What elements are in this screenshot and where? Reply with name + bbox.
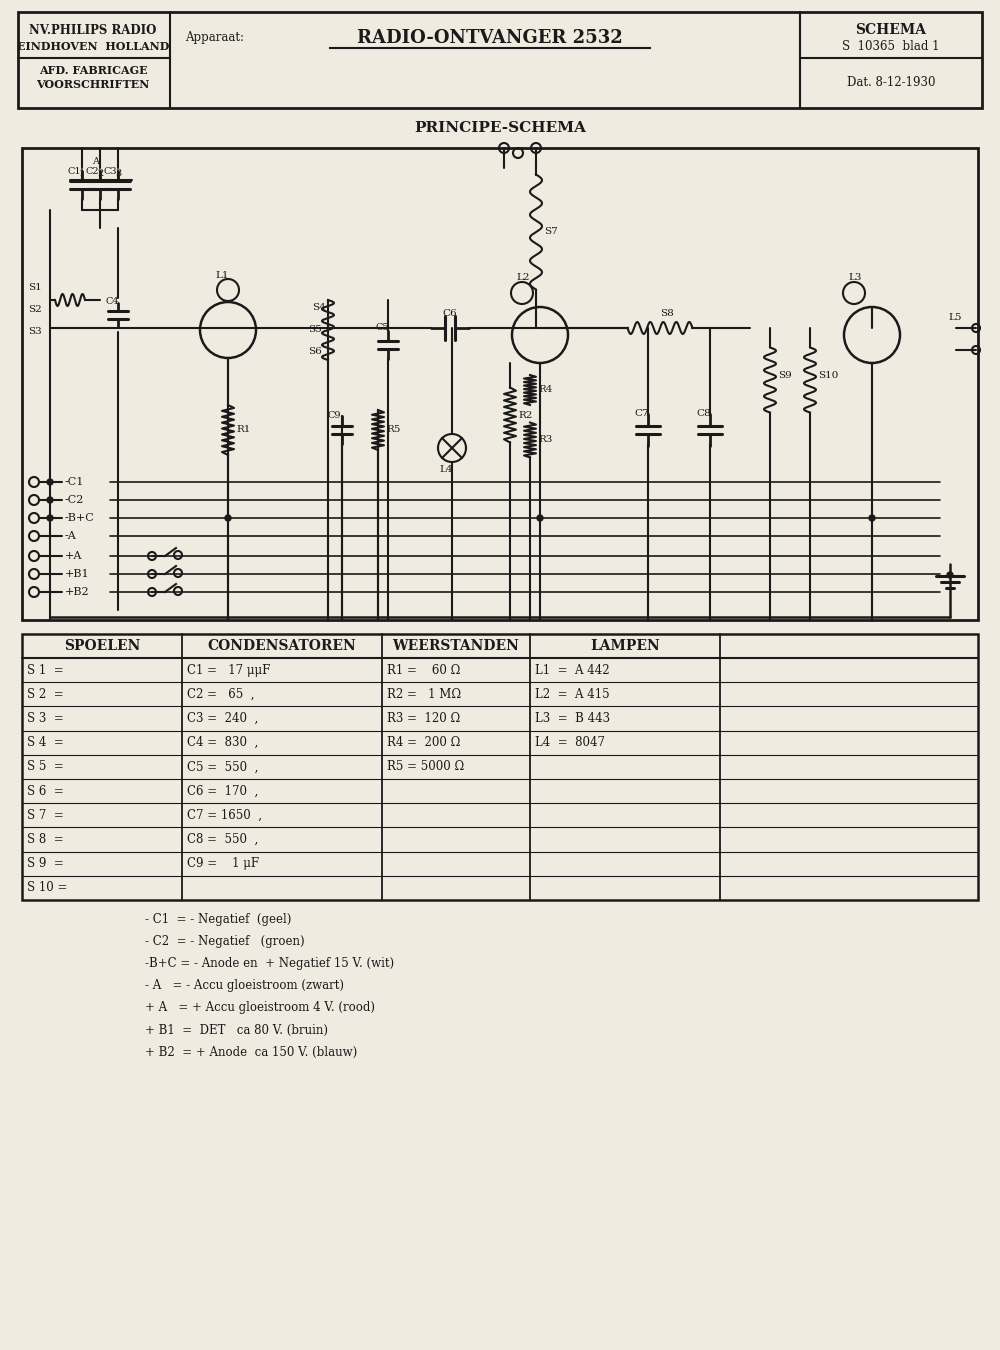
Text: CONDENSATOREN: CONDENSATOREN [208, 639, 356, 653]
Text: - C2  = - Negatief   (groen): - C2 = - Negatief (groen) [145, 936, 305, 949]
Text: S6: S6 [308, 347, 322, 356]
Text: S 5  =: S 5 = [27, 760, 64, 774]
Text: S5: S5 [308, 325, 322, 335]
Text: R2: R2 [518, 410, 532, 420]
Text: C6 =  170  ,: C6 = 170 , [187, 784, 258, 798]
Text: L2  =  A 415: L2 = A 415 [535, 687, 610, 701]
Text: L4  =  8047: L4 = 8047 [535, 736, 605, 749]
Text: SCHEMA: SCHEMA [856, 23, 926, 36]
Text: C3: C3 [104, 167, 118, 177]
Text: S8: S8 [660, 309, 674, 319]
Circle shape [47, 514, 53, 521]
Circle shape [537, 514, 543, 521]
Text: R1: R1 [236, 425, 250, 435]
Circle shape [47, 479, 53, 485]
Text: Dat. 8-12-1930: Dat. 8-12-1930 [847, 76, 935, 89]
Text: R3 =  120 Ω: R3 = 120 Ω [387, 711, 460, 725]
Text: C5 =  550  ,: C5 = 550 , [187, 760, 258, 774]
Text: -B+C = - Anode en  + Negatief 15 V. (wit): -B+C = - Anode en + Negatief 15 V. (wit) [145, 957, 394, 971]
Text: L2: L2 [516, 274, 530, 282]
Text: C1: C1 [68, 167, 82, 177]
Text: C5: C5 [375, 324, 388, 332]
Text: L1  =  A 442: L1 = A 442 [535, 664, 610, 676]
Text: C8: C8 [696, 409, 711, 418]
Text: C6: C6 [442, 309, 457, 319]
Text: RADIO-ONTVANGER 2532: RADIO-ONTVANGER 2532 [357, 28, 623, 47]
Text: S 2  =: S 2 = [27, 687, 64, 701]
Text: WEERSTANDEN: WEERSTANDEN [393, 639, 519, 653]
Text: Apparaat:: Apparaat: [185, 31, 244, 45]
Text: - A   = - Accu gloeistroom (zwart): - A = - Accu gloeistroom (zwart) [145, 980, 344, 992]
Text: S4: S4 [312, 304, 326, 312]
Text: C4: C4 [106, 297, 120, 306]
Text: -B+C: -B+C [65, 513, 95, 522]
Text: -A: -A [65, 531, 77, 541]
Text: R5 = 5000 Ω: R5 = 5000 Ω [387, 760, 464, 774]
Text: C9: C9 [328, 410, 342, 420]
Text: L1: L1 [215, 270, 229, 279]
Text: C4 =  830  ,: C4 = 830 , [187, 736, 258, 749]
Bar [18, 12, 982, 108]
Text: NV.PHILIPS RADIO: NV.PHILIPS RADIO [29, 23, 157, 36]
Circle shape [47, 497, 53, 504]
Bar [22, 634, 978, 900]
Text: -C1: -C1 [65, 477, 84, 487]
Text: - C1  = - Negatief  (geel): - C1 = - Negatief (geel) [145, 914, 291, 926]
Text: + A   = + Accu gloeistroom 4 V. (rood): + A = + Accu gloeistroom 4 V. (rood) [145, 1002, 375, 1014]
Text: C8 =  550  ,: C8 = 550 , [187, 833, 258, 846]
Text: S 8  =: S 8 = [27, 833, 64, 846]
Text: 1: 1 [79, 170, 85, 178]
Text: PRINCIPE-SCHEMA: PRINCIPE-SCHEMA [414, 122, 586, 135]
Text: R3: R3 [538, 436, 552, 444]
Text: EINDHOVEN  HOLLAND: EINDHOVEN HOLLAND [17, 40, 169, 51]
Text: L4: L4 [439, 466, 453, 474]
Text: S10: S10 [818, 370, 838, 379]
Text: S1: S1 [28, 284, 42, 293]
Text: R2 =   1 MΩ: R2 = 1 MΩ [387, 687, 461, 701]
Circle shape [225, 514, 231, 521]
Bar [22, 148, 978, 620]
Text: R1 =    60 Ω: R1 = 60 Ω [387, 664, 460, 676]
Text: 2: 2 [97, 170, 103, 178]
Text: C2 =   65  ,: C2 = 65 , [187, 687, 254, 701]
Text: C7: C7 [634, 409, 649, 418]
Text: L3  =  B 443: L3 = B 443 [535, 711, 610, 725]
Text: C7 = 1650  ,: C7 = 1650 , [187, 809, 262, 822]
Text: 3: 3 [115, 170, 121, 178]
Text: C3 =  240  ,: C3 = 240 , [187, 711, 258, 725]
Text: S9: S9 [778, 370, 792, 379]
Text: C2: C2 [86, 167, 100, 177]
Text: VOORSCHRIFTEN: VOORSCHRIFTEN [36, 78, 150, 89]
Circle shape [869, 514, 875, 521]
Text: A: A [92, 158, 100, 166]
Text: S7: S7 [544, 228, 558, 236]
Text: C9 =    1 μF: C9 = 1 μF [187, 857, 259, 871]
Text: S3: S3 [28, 328, 42, 336]
Text: L5: L5 [948, 313, 962, 323]
Text: +A: +A [65, 551, 82, 562]
Text: S 6  =: S 6 = [27, 784, 64, 798]
Text: +B1: +B1 [65, 568, 90, 579]
Text: -C2: -C2 [65, 495, 84, 505]
Text: C1 =   17 μμF: C1 = 17 μμF [187, 664, 270, 676]
Text: S 3  =: S 3 = [27, 711, 64, 725]
Text: S 1  =: S 1 = [27, 664, 64, 676]
Text: S 10 =: S 10 = [27, 882, 67, 895]
Text: AFD. FABRICAGE: AFD. FABRICAGE [39, 65, 147, 76]
Text: S 9  =: S 9 = [27, 857, 64, 871]
Text: LAMPEN: LAMPEN [590, 639, 660, 653]
Text: + B2  = + Anode  ca 150 V. (blauw): + B2 = + Anode ca 150 V. (blauw) [145, 1045, 357, 1058]
Text: L3: L3 [848, 274, 862, 282]
Text: SPOELEN: SPOELEN [64, 639, 140, 653]
Text: + B1  =  DET   ca 80 V. (bruin): + B1 = DET ca 80 V. (bruin) [145, 1023, 328, 1037]
Text: S2: S2 [28, 305, 42, 315]
Text: R4 =  200 Ω: R4 = 200 Ω [387, 736, 460, 749]
Text: R4: R4 [538, 386, 552, 394]
Text: S 7  =: S 7 = [27, 809, 64, 822]
Circle shape [947, 572, 953, 578]
Text: S  10365  blad 1: S 10365 blad 1 [842, 39, 940, 53]
Text: +B2: +B2 [65, 587, 90, 597]
Text: R5: R5 [386, 425, 400, 435]
Text: S 4  =: S 4 = [27, 736, 64, 749]
